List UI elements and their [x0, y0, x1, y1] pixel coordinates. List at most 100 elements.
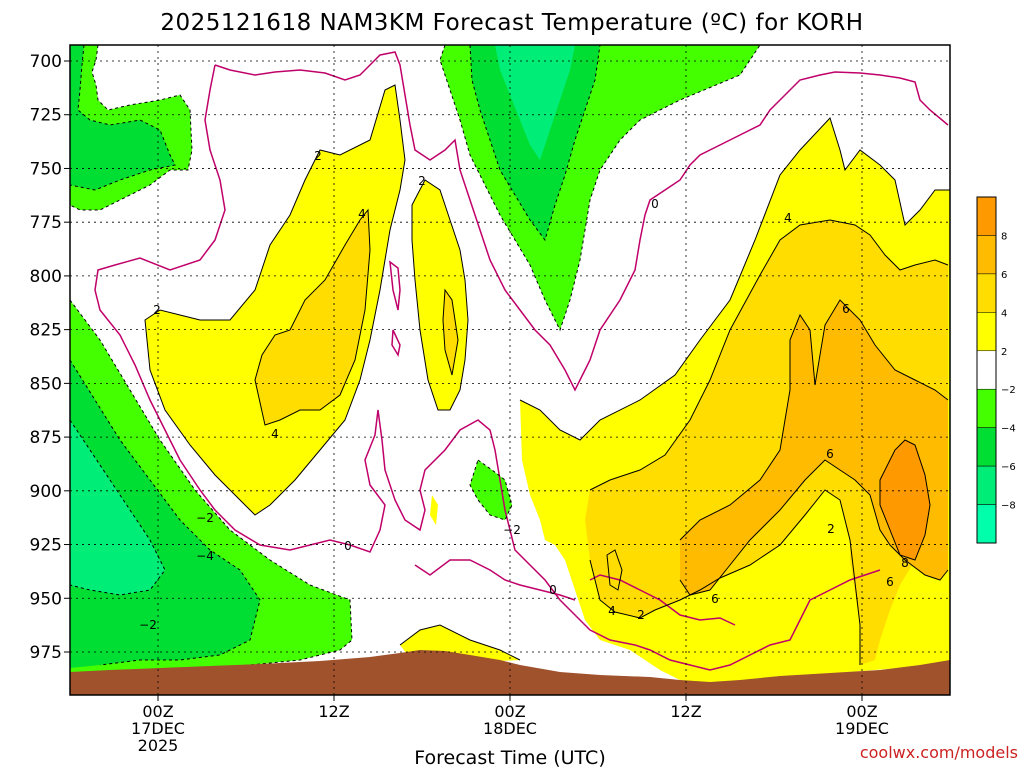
- y-tick-label: 925: [30, 536, 62, 556]
- warm-fills: [145, 85, 950, 683]
- contour-label: 2: [637, 608, 645, 622]
- zero-contour-left-loop: [94, 64, 881, 671]
- cold-region-upper-center-core: [495, 45, 575, 160]
- warm-region-left-lobe: [145, 85, 405, 515]
- colorbar-label: 4: [1001, 308, 1007, 319]
- contour-label: 0: [651, 197, 659, 211]
- zero-contours: [94, 51, 949, 671]
- contour-label: 6: [886, 575, 894, 589]
- grid-lines: [70, 45, 950, 695]
- dashed-contour-upper-left-inner: [69, 44, 176, 191]
- terrain-ground: [70, 650, 950, 695]
- colorbar-border: [976, 196, 997, 544]
- contour-label: 2: [827, 522, 835, 536]
- y-tick-label: 850: [30, 374, 62, 394]
- x-tick-label: 17DEC: [131, 719, 185, 738]
- x-tick-label: 12Z: [670, 702, 701, 721]
- contour-label: 0: [549, 583, 557, 597]
- cold-region-upper-left-inner: [70, 45, 175, 190]
- y-tick-label: 975: [30, 643, 62, 663]
- warm-region-sliver: [430, 495, 438, 525]
- warm-contours: [144, 84, 950, 665]
- contour-label: −2: [196, 511, 214, 525]
- colorbar: 8 6 4 2 −2 −4 −6 −8: [976, 196, 1016, 544]
- colorbar-label: −8: [1001, 501, 1016, 512]
- contour-label: 6: [826, 447, 834, 461]
- contour-label: 4: [358, 207, 366, 221]
- zero-contour-small-2: [391, 329, 401, 358]
- colorbar-label: 6: [1001, 270, 1007, 281]
- colorbar-label: 2: [1001, 347, 1007, 358]
- x-tick-label: 2025: [138, 736, 179, 755]
- y-tick-label: 800: [30, 267, 62, 287]
- colorbar-swatch: [976, 273, 997, 313]
- chart-title: 2025121618 NAM3KM Forecast Temperature (…: [160, 10, 863, 36]
- contour-label: 4: [608, 604, 616, 618]
- contour-narrow-center: [411, 179, 469, 411]
- contour-label: −2: [139, 618, 157, 632]
- colorbar-swatch: [976, 196, 997, 236]
- contour-small-loop-1: [606, 549, 623, 591]
- contour-label-group: 2 4 2 4 2 0 −2 −4 −2 0 −2 0 4 2 6 4 6 6 …: [139, 149, 909, 632]
- contour-label: −2: [503, 523, 521, 537]
- contour-label: 8: [901, 556, 909, 570]
- colorbar-swatch: [976, 235, 997, 275]
- zero-contour-bottom-right: [589, 574, 736, 626]
- y-tick-label: 900: [30, 482, 62, 502]
- x-tick-label: 00Z: [142, 702, 173, 721]
- y-tick-label: 700: [30, 52, 62, 72]
- x-tick-label: 18DEC: [483, 719, 537, 738]
- x-tick-label: 12Z: [318, 702, 349, 721]
- contour-right-hot: [879, 439, 931, 561]
- contour-label: 4: [271, 427, 279, 441]
- x-tick-label: 19DEC: [835, 719, 889, 738]
- dashed-contour-lower-left: [69, 299, 353, 671]
- y-tick-label: 750: [30, 159, 62, 179]
- dashed-contour-small-mid: [469, 459, 513, 521]
- zero-contour-main-left: [214, 51, 949, 392]
- colorbar-swatch: [976, 312, 997, 352]
- y-tick-label: 875: [30, 428, 62, 448]
- contour-left-lobe: [144, 84, 406, 516]
- colorbar-label: −6: [1001, 462, 1016, 473]
- x-tick-label: 00Z: [846, 702, 877, 721]
- y-tick-label: 775: [30, 213, 62, 233]
- y-tick-label: 725: [30, 106, 62, 126]
- dashed-contour-upper-center-inner: [469, 44, 601, 242]
- colorbar-label: 8: [1001, 231, 1007, 242]
- y-axis: 700 725 750 775 800 825 850 875 900 925 950 975: [30, 52, 70, 663]
- x-axis-title: Forecast Time (UTC): [414, 747, 605, 768]
- contour-label: −4: [196, 549, 214, 563]
- warm-region-narrow-center-core: [443, 290, 458, 375]
- cold-region-lower-left-core: [70, 420, 165, 595]
- warm-region-right-hot: [880, 440, 930, 560]
- zero-contour-small-1: [389, 260, 401, 311]
- contour-right: [519, 117, 950, 441]
- y-tick-label: 950: [30, 589, 62, 609]
- colorbar-label: −2: [1001, 385, 1016, 396]
- contour-label: 2: [314, 149, 322, 163]
- contour-label: 6: [842, 302, 850, 316]
- contour-narrow-center-core: [442, 288, 459, 376]
- credit-text: coolwx.com/models: [860, 743, 1018, 762]
- colorbar-swatch: [976, 350, 997, 390]
- dashed-contour-lower-left-inner: [69, 359, 261, 666]
- contour-label: 2: [418, 174, 426, 188]
- y-tick-label: 825: [30, 321, 62, 341]
- cold-region-small-mid: [470, 460, 512, 520]
- contour-label: 6: [711, 592, 719, 606]
- colorbar-swatch: [976, 504, 997, 544]
- colorbar-swatch: [976, 427, 997, 467]
- dashed-contour-upper-left: [69, 44, 193, 211]
- colorbar-swatch: [976, 465, 997, 505]
- contour-right-core: [679, 299, 949, 541]
- cold-contours: [69, 44, 761, 671]
- warm-region-right-core: [680, 300, 948, 595]
- x-tick-label: 00Z: [494, 702, 525, 721]
- contour-bottom-right-2: [589, 489, 861, 665]
- contour-label: 4: [784, 211, 792, 225]
- dashed-contour-lower-left-core: [69, 419, 166, 596]
- contour-right-core-bottom: [679, 459, 949, 596]
- dashed-contour-upper-center: [439, 44, 761, 332]
- colorbar-swatch: [976, 388, 997, 428]
